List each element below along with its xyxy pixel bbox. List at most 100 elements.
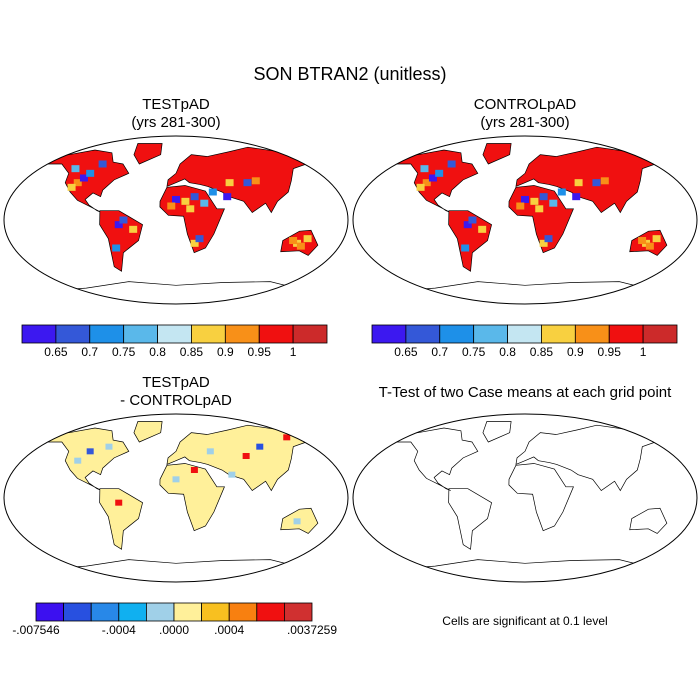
- grid-cell: [71, 165, 80, 173]
- panel-title: CONTROLpAD: [474, 96, 577, 113]
- antarctica-coast: [393, 281, 657, 292]
- grid-cell: [535, 205, 544, 213]
- colorbar-box: [228, 602, 258, 622]
- grid-cell: [447, 160, 456, 168]
- grid-cell: [208, 188, 217, 196]
- colorbar-box: [173, 602, 203, 622]
- grid-cell: [86, 169, 95, 177]
- grid-cell: [129, 225, 138, 233]
- map-border: [3, 135, 349, 305]
- antarctica-coast: [393, 559, 657, 570]
- map-content: [40, 421, 322, 570]
- colorbar-label: 0.95: [248, 345, 272, 359]
- grid-cell: [167, 202, 176, 210]
- colorbar-label: 0.65: [44, 345, 68, 359]
- grid-cell: [105, 443, 113, 450]
- grid-cell: [549, 199, 558, 207]
- colorbar-box: [145, 602, 175, 622]
- grid-cell: [572, 193, 581, 201]
- grid-cell: [243, 179, 252, 187]
- colorbar-label: 0.75: [112, 345, 136, 359]
- map-panel: [3, 413, 349, 583]
- note: Cells are significant at 0.1 level: [442, 614, 607, 628]
- grid-cell: [638, 237, 647, 245]
- colorbar-box: [90, 602, 120, 622]
- continent: [629, 507, 668, 534]
- colorbar-label: .0004: [214, 623, 244, 637]
- grid-cell: [600, 177, 609, 185]
- grid-cell: [516, 202, 525, 210]
- colorbar-box: [63, 602, 92, 622]
- grid-cell: [119, 216, 128, 224]
- continent: [508, 463, 574, 532]
- colorbar-box: [118, 602, 147, 622]
- colorbar-box: [55, 324, 91, 344]
- grid-cell: [539, 193, 548, 201]
- grid-cell: [223, 193, 232, 201]
- continent: [133, 143, 163, 165]
- colorbar-box: [642, 324, 678, 344]
- panel-title: (yrs 281-300): [480, 114, 569, 131]
- grid-cell: [200, 199, 209, 207]
- grid-cell: [115, 499, 123, 506]
- main-title: SON BTRAN2 (unitless): [253, 64, 446, 84]
- grid-cell: [74, 457, 82, 464]
- map-content: [389, 143, 671, 292]
- grid-cell: [73, 179, 82, 187]
- colorbar-box: [405, 324, 441, 344]
- antarctica-coast: [44, 559, 308, 570]
- colorbar-label: 0.65: [394, 345, 418, 359]
- grid-cell: [428, 174, 437, 182]
- panel-title: - CONTROLpAD: [120, 392, 232, 409]
- grid-cell: [195, 235, 204, 243]
- panel-title: TESTpAD: [142, 96, 210, 113]
- grid-cell: [645, 242, 654, 250]
- grid-cell: [242, 453, 250, 459]
- colorbar-box: [574, 324, 610, 344]
- grid-cell: [539, 239, 548, 247]
- colorbar-label: 1: [290, 345, 297, 359]
- colorbar-label: -.007546: [12, 623, 60, 637]
- colorbar-box: [89, 324, 125, 344]
- grid-cell: [190, 193, 199, 201]
- colorbar-label: 1: [640, 345, 647, 359]
- antarctica-coast: [44, 281, 308, 292]
- grid-cell: [225, 179, 234, 187]
- map-content: [40, 143, 322, 292]
- continent: [40, 427, 130, 491]
- grid-cell: [251, 177, 260, 185]
- colorbar-label: 0.9: [567, 345, 584, 359]
- grid-cell: [98, 160, 107, 168]
- colorbar-box: [371, 324, 407, 344]
- continent: [482, 421, 512, 443]
- grid-cell: [289, 237, 298, 245]
- continent: [515, 424, 671, 492]
- grid-cell: [420, 165, 429, 173]
- panel-title: TESTpAD: [142, 374, 210, 391]
- colorbar-box: [608, 324, 644, 344]
- colorbar-box: [283, 602, 313, 622]
- grid-cell: [206, 448, 214, 455]
- continent: [448, 488, 492, 550]
- grid-cell: [592, 179, 601, 187]
- panel-title: (yrs 281-300): [131, 114, 220, 131]
- grid-cell: [79, 174, 88, 182]
- map-panel: [3, 135, 349, 305]
- grid-cell: [303, 235, 312, 243]
- grid-cell: [422, 179, 431, 187]
- grid-cell: [172, 195, 180, 203]
- grid-cell: [478, 225, 487, 233]
- colorbar-box: [224, 324, 260, 344]
- map-panel: [352, 135, 698, 305]
- colorbar-box: [541, 324, 576, 344]
- colorbar-label: 0.8: [499, 345, 516, 359]
- colorbar-label: -.0004: [102, 623, 136, 637]
- colorbar-box: [507, 324, 542, 344]
- grid-cell: [544, 235, 553, 243]
- map-border: [3, 413, 349, 583]
- map-border: [352, 135, 698, 305]
- grid-cell: [172, 476, 180, 483]
- grid-cell: [296, 242, 305, 250]
- grid-cell: [468, 216, 477, 224]
